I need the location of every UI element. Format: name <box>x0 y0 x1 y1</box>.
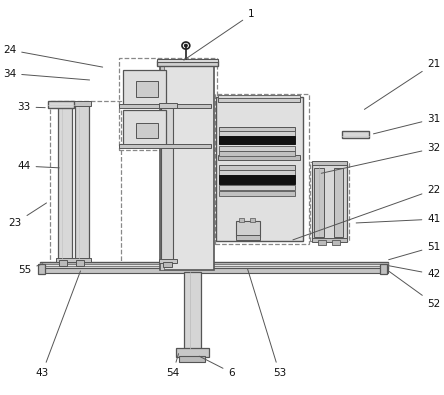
Bar <box>123 110 166 145</box>
Bar <box>160 64 214 270</box>
Text: 22: 22 <box>293 184 440 240</box>
Bar <box>310 162 349 241</box>
Bar <box>236 221 260 237</box>
Bar <box>157 58 218 62</box>
Bar <box>334 168 343 237</box>
Bar <box>48 101 74 108</box>
Text: 1: 1 <box>184 9 254 60</box>
Text: 6: 6 <box>199 356 235 378</box>
Text: 42: 42 <box>389 266 440 279</box>
Text: 44: 44 <box>17 161 59 171</box>
Text: 54: 54 <box>166 354 179 378</box>
Bar <box>381 264 387 274</box>
Bar <box>160 64 164 270</box>
Bar <box>218 155 300 160</box>
Bar <box>163 261 172 267</box>
Bar <box>136 123 158 139</box>
Bar <box>40 262 388 269</box>
Bar <box>218 185 295 190</box>
Bar <box>312 238 347 242</box>
Bar <box>218 145 295 151</box>
Bar <box>250 218 255 222</box>
Bar <box>218 191 295 196</box>
Bar <box>218 136 295 144</box>
Text: 23: 23 <box>8 203 47 228</box>
Text: 51: 51 <box>388 242 440 260</box>
Bar <box>56 258 91 262</box>
Text: 32: 32 <box>321 143 440 173</box>
Text: 31: 31 <box>373 114 440 134</box>
Bar <box>59 260 67 266</box>
Bar <box>342 132 369 139</box>
Bar <box>161 107 173 260</box>
Bar <box>332 240 340 245</box>
Bar <box>218 175 295 184</box>
Text: 24: 24 <box>3 45 103 67</box>
Bar <box>157 61 218 66</box>
Bar <box>218 170 295 176</box>
Text: 34: 34 <box>3 68 90 80</box>
Bar <box>56 102 91 106</box>
Bar <box>218 95 300 98</box>
Text: 41: 41 <box>356 214 440 224</box>
Bar <box>218 131 295 137</box>
Bar <box>218 151 295 156</box>
Bar <box>218 127 295 132</box>
Bar <box>314 168 324 237</box>
Text: 43: 43 <box>36 271 80 378</box>
Bar <box>50 101 122 269</box>
Bar <box>38 264 45 274</box>
Bar <box>218 165 295 170</box>
Bar <box>119 104 211 108</box>
Bar <box>40 268 388 273</box>
Bar <box>236 235 260 240</box>
Text: 53: 53 <box>248 269 286 378</box>
Text: 21: 21 <box>365 59 440 109</box>
Text: 55: 55 <box>18 264 43 275</box>
Bar <box>312 161 347 165</box>
Bar <box>239 218 244 222</box>
Bar <box>75 105 89 260</box>
Bar <box>123 70 166 105</box>
Bar <box>216 97 303 241</box>
Bar <box>136 81 158 97</box>
Bar <box>179 356 206 362</box>
Circle shape <box>185 44 187 47</box>
Bar <box>119 58 217 150</box>
Text: 33: 33 <box>17 102 45 112</box>
Bar <box>318 240 326 245</box>
Bar <box>40 263 388 266</box>
Text: 52: 52 <box>388 271 440 309</box>
Bar <box>76 260 84 266</box>
Bar <box>184 272 201 349</box>
Bar <box>312 164 347 239</box>
Bar <box>159 103 177 108</box>
Bar <box>119 144 211 148</box>
Bar <box>218 98 300 102</box>
Bar <box>176 348 209 357</box>
Bar <box>159 259 177 263</box>
Bar <box>215 94 309 244</box>
Bar <box>58 105 72 260</box>
